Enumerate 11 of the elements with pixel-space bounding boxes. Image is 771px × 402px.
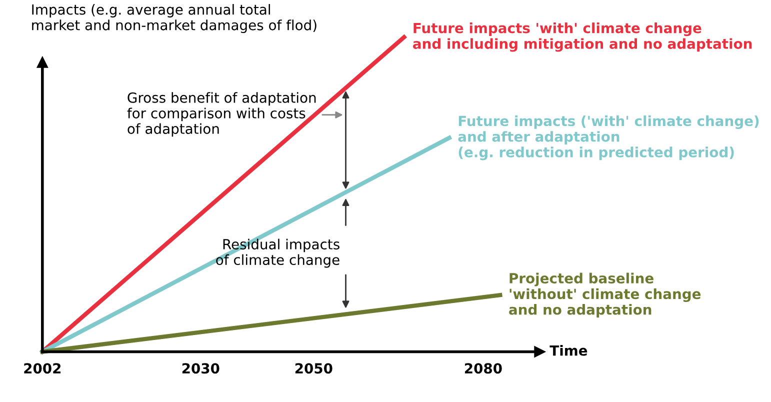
x-tick-label: 2030 (182, 363, 220, 374)
series-label: Future impacts 'with' climate change and including mitigation and no adaptation (413, 22, 752, 52)
x-axis-title: Time (550, 345, 588, 356)
annotation: Gross benefit of adaptation for comparison with costs of adaptation (127, 92, 316, 137)
x-tick-label: 2080 (464, 363, 502, 374)
x-tick-label: 2002 (24, 363, 61, 374)
series-label: Projected baseline 'without' climate change and no adaptation (509, 272, 701, 318)
series-label: Future impacts ('with' climate change) and after adaptation (e.g. reduction in predicted period) (458, 115, 759, 160)
y-axis-title: Impacts (e.g. average annual total market and non-market damages of flod) (32, 4, 316, 34)
x-tick-label: 2050 (295, 363, 332, 374)
annotation: Residual impacts of climate change (216, 238, 340, 268)
